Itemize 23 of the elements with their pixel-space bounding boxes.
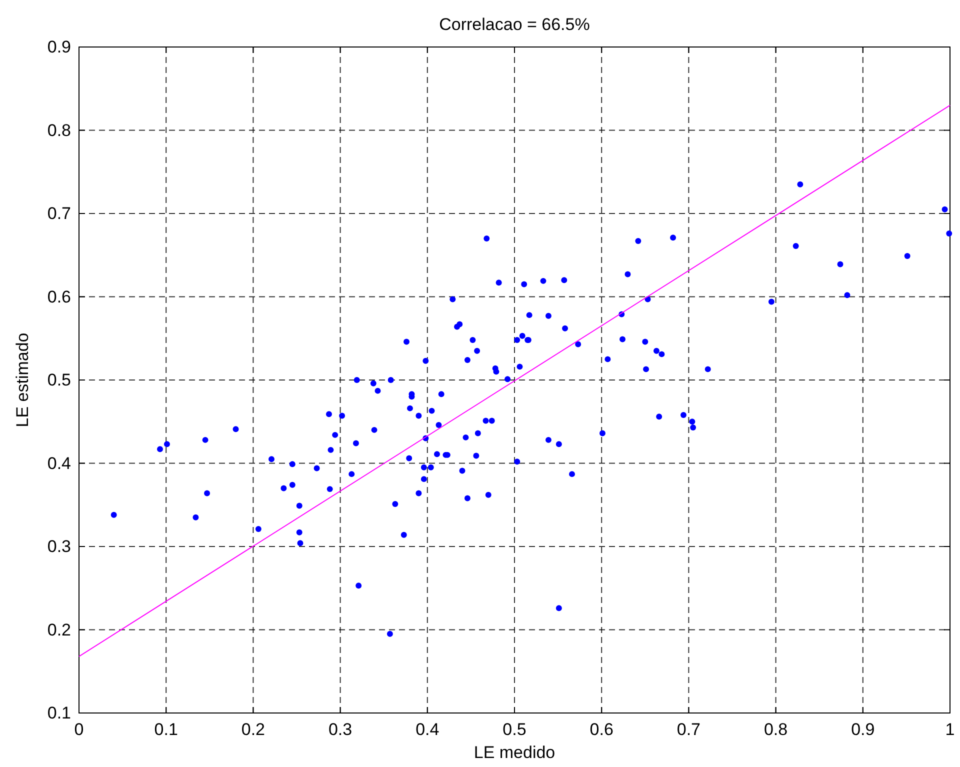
- y-tick-label: 0.3: [47, 537, 71, 556]
- x-tick-label: 0.9: [851, 720, 875, 739]
- chart-title: Correlacao = 66.5%: [439, 15, 590, 34]
- y-tick-label: 0.2: [47, 620, 71, 640]
- x-tick-label: 0.4: [416, 720, 440, 739]
- x-tick-label: 0.3: [328, 720, 352, 739]
- x-tick-label: 0.6: [590, 720, 614, 739]
- y-axis-title: LE estimado: [13, 332, 32, 428]
- x-tick-label: 0.7: [676, 720, 701, 739]
- x-tick-label: 0.5: [502, 720, 526, 739]
- x-tick-label: 0: [74, 720, 84, 739]
- y-tick-label: 0.8: [47, 120, 71, 140]
- y-tick-label: 0.7: [47, 204, 71, 223]
- y-tick-label: 0.5: [47, 370, 71, 390]
- y-tick-label: 0.6: [47, 287, 71, 306]
- y-tick-label: 0.4: [47, 454, 71, 473]
- x-tick-label: 0.2: [241, 720, 266, 739]
- x-tick-label: 0.8: [764, 720, 788, 739]
- x-tick-label: 0.1: [154, 720, 178, 739]
- x-tick-label: 1: [945, 720, 955, 739]
- y-tick-label: 0.1: [47, 704, 71, 722]
- y-tick-label: 0.9: [47, 38, 71, 56]
- x-axis-title: LE medido: [474, 743, 556, 762]
